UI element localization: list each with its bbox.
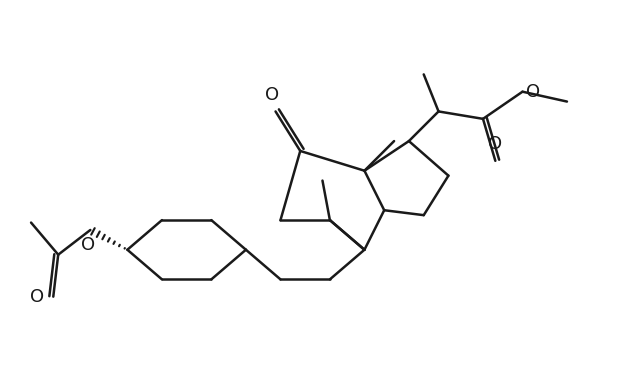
- Text: O: O: [488, 135, 502, 153]
- Text: O: O: [264, 86, 278, 104]
- Text: O: O: [30, 288, 44, 306]
- Text: O: O: [81, 236, 95, 254]
- Text: O: O: [527, 83, 541, 101]
